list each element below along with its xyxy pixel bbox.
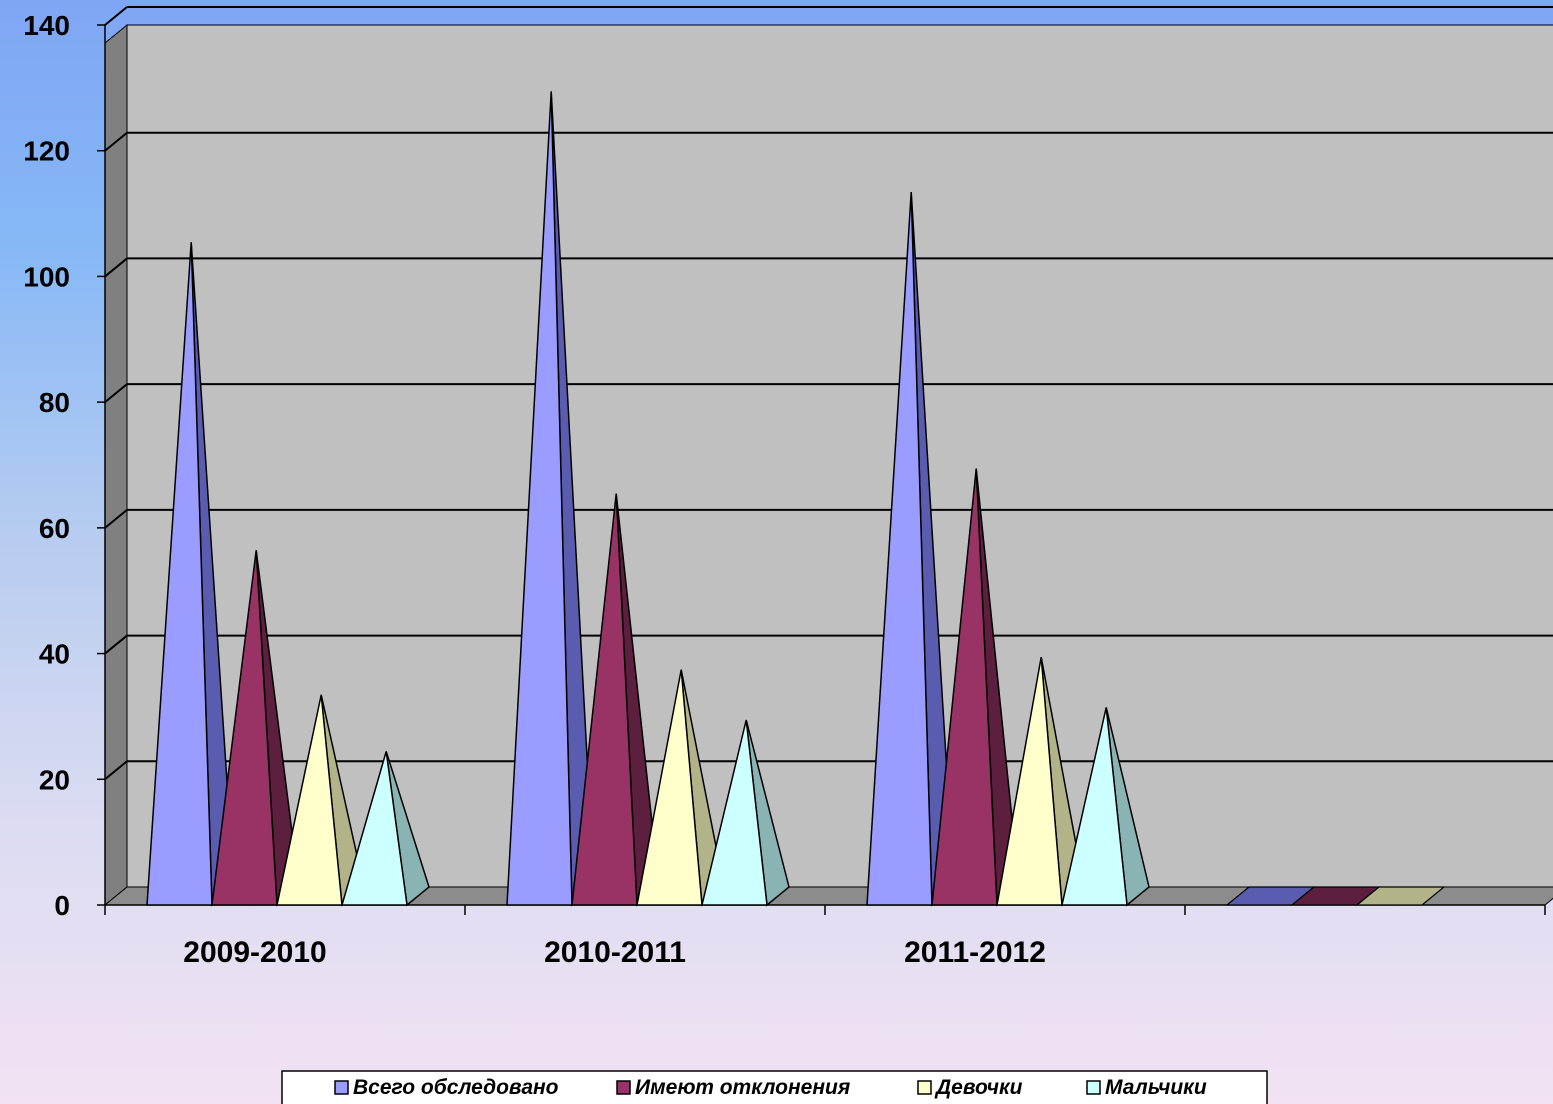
legend: Всего обследовано Имеют отклонения Девочки…: [281, 1070, 1268, 1104]
y-tick-label: 100: [23, 261, 70, 292]
pyramid-bar: [211, 550, 300, 907]
x-category-label: 2011-2012: [904, 936, 1046, 969]
gridline-depth: [104, 131, 128, 152]
y-tick-label: 60: [39, 513, 70, 544]
pyramid-front-face: [211, 550, 278, 906]
legend-swatch: [1086, 1080, 1101, 1095]
y-tick-label: 140: [23, 10, 70, 41]
pyramid-front-face: [1061, 707, 1128, 906]
gridline-depth: [104, 509, 128, 529]
legend-label: Мальчики: [1105, 1076, 1207, 1099]
x-category-label: 2009-2010: [183, 936, 326, 969]
pyramid-front-face: [506, 91, 573, 906]
pyramid-bar: [701, 719, 790, 907]
pyramid-front-face: [341, 751, 408, 906]
legend-swatch: [616, 1080, 631, 1095]
pyramid-bar: [1355, 886, 1446, 906]
x-axis-category-labels: 2009-2010 2010-2011 2011-2012: [183, 936, 1046, 969]
pyramid-front-face: [996, 657, 1063, 906]
back-wall: [126, 24, 1553, 888]
pyramid-front-face: [146, 242, 213, 906]
pyramid-front-face: [276, 694, 343, 906]
data-marks: [146, 91, 1446, 907]
y-tick-label: 80: [39, 387, 70, 418]
y-tick-label: 40: [39, 639, 70, 670]
pyramid-bar: [866, 191, 955, 907]
y-tick-label: 20: [39, 764, 70, 795]
y-axis-tick-labels: 0 20 40 60 80 100 120 140: [23, 10, 70, 921]
plot-walls: [103, 23, 1553, 907]
gridline-depth: [104, 6, 128, 26]
gridlines: [104, 6, 1553, 781]
legend-label: Девочки: [934, 1076, 1023, 1099]
x-category-label: 2010-2011: [544, 936, 686, 969]
pyramid-bar: [341, 751, 430, 907]
pyramid-bar: [996, 657, 1085, 907]
legend-swatch: [334, 1080, 349, 1095]
pyramid-front-face: [931, 468, 998, 906]
side-wall: [104, 23, 128, 907]
pyramid-bar: [571, 493, 660, 907]
gridline-depth: [104, 634, 128, 655]
pyramid-bar: [1061, 707, 1150, 907]
y-tick-label: 120: [23, 136, 70, 167]
gridline-depth: [104, 257, 128, 278]
pyramid-front-face: [701, 719, 768, 906]
pyramid-front-face: [571, 493, 638, 906]
pyramid-front-face: [636, 669, 703, 906]
pyramid-front-face: [866, 191, 933, 906]
legend-swatch: [917, 1080, 932, 1095]
legend-box: [281, 1070, 1268, 1104]
pyramid-bar: [636, 669, 725, 907]
gridline-depth: [104, 760, 128, 781]
legend-label: Всего обследовано: [353, 1076, 559, 1099]
gridline-depth: [104, 383, 128, 403]
legend-label: Имеют отклонения: [635, 1076, 850, 1099]
y-tick-label: 0: [54, 890, 70, 921]
pyramid-base: [1355, 886, 1446, 906]
